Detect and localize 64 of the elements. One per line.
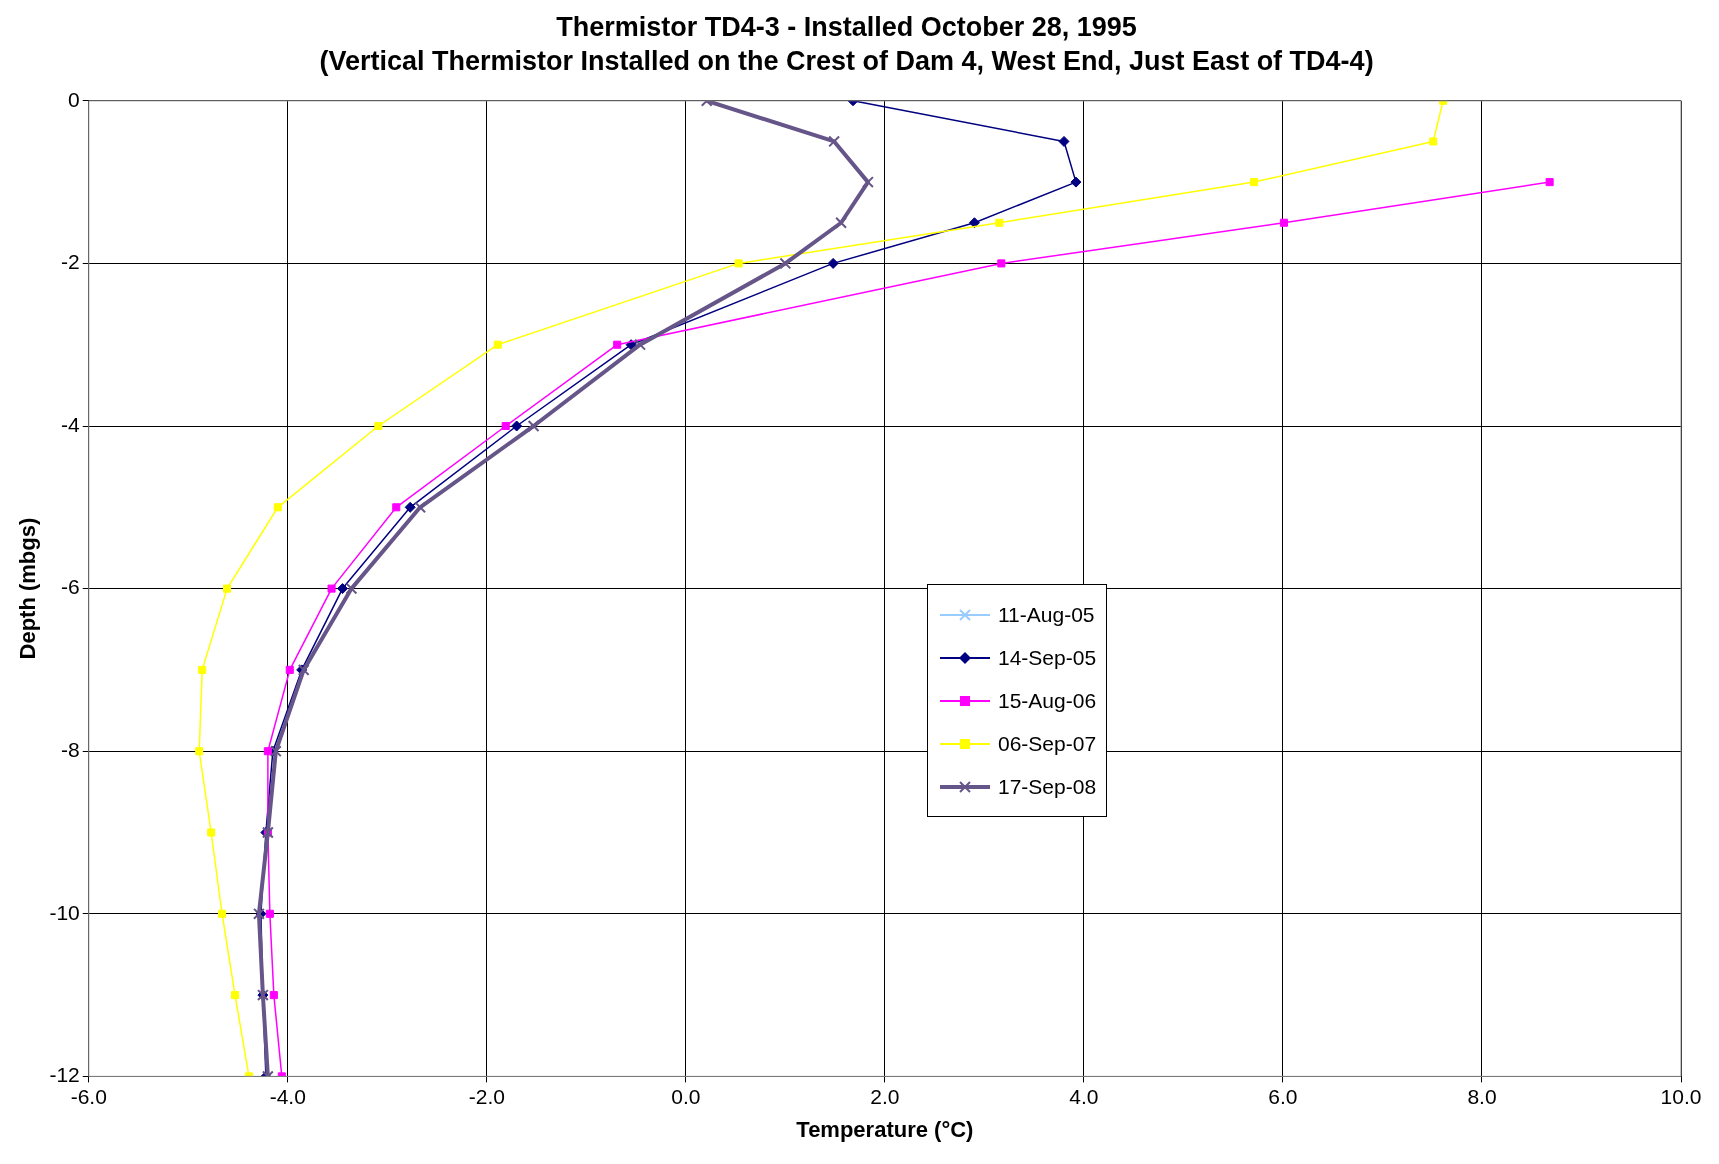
point (218, 909, 227, 918)
y-axis-title: Depth (mbgs) (15, 517, 41, 660)
point (527, 420, 540, 432)
point (862, 176, 874, 189)
y-tick-label: -2 (61, 250, 80, 274)
point (337, 583, 349, 595)
point (263, 747, 272, 756)
x-tick-label: -4.0 (269, 1084, 306, 1108)
point (501, 421, 510, 431)
legend-label: 11-Aug-05 (998, 602, 1095, 627)
y-tick-label: -6 (61, 575, 80, 599)
x-tick-label: 2.0 (870, 1084, 900, 1108)
point (345, 582, 358, 595)
x-tick-label: -6.0 (70, 1084, 107, 1108)
point (734, 259, 743, 268)
point (1429, 137, 1438, 146)
point (207, 828, 216, 837)
y-tick-label: 0 (68, 87, 80, 111)
x-tick-label: 8.0 (1467, 1084, 1497, 1108)
y-tick-label: -4 (61, 412, 81, 436)
point (493, 340, 502, 349)
point (835, 216, 848, 229)
point (511, 420, 523, 432)
point (1250, 178, 1259, 187)
y-tick-label: -12 (49, 1063, 80, 1087)
point (828, 135, 841, 148)
point (223, 584, 232, 593)
x-tick-label: 4.0 (1069, 1084, 1099, 1108)
point (198, 665, 207, 674)
point (968, 217, 980, 229)
point (273, 503, 282, 512)
legend-label: 15-Aug-06 (998, 688, 1097, 713)
y-tick-label: -10 (49, 900, 80, 924)
legend-label: 14-Sep-05 (998, 645, 1097, 670)
point (827, 257, 839, 269)
point (404, 501, 416, 513)
point (269, 991, 278, 1000)
point (1545, 178, 1554, 187)
point (634, 338, 647, 351)
x-tick-label: 10.0 (1660, 1084, 1702, 1108)
x-axis-title: Temperature (°C) (796, 1116, 974, 1142)
y-tick-label: -8 (61, 738, 80, 761)
chart-subtitle: (Vertical Thermistor Installed on the Crest of Dam 4, West End, Just East of TD4-4) (319, 46, 1374, 77)
point (327, 584, 336, 593)
point (195, 747, 204, 756)
point (1279, 218, 1288, 227)
point (997, 259, 1006, 268)
point (1070, 176, 1082, 188)
point (231, 991, 240, 1000)
chart-title: Thermistor TD4-3 - Installed October 28, 1995 (556, 11, 1137, 42)
point (1058, 135, 1070, 147)
legend-label: 06-Sep-07 (998, 731, 1097, 756)
x-tick-label: 6.0 (1268, 1084, 1298, 1108)
point (374, 421, 383, 431)
legend-label: 17-Sep-08 (998, 774, 1097, 799)
point (285, 665, 294, 674)
point (392, 503, 401, 512)
point (414, 501, 427, 514)
x-tick-label: -2.0 (468, 1084, 505, 1108)
point (995, 218, 1004, 227)
point (613, 340, 622, 349)
point (779, 257, 792, 270)
x-tick-label: 0.0 (671, 1084, 701, 1108)
point (265, 909, 274, 918)
